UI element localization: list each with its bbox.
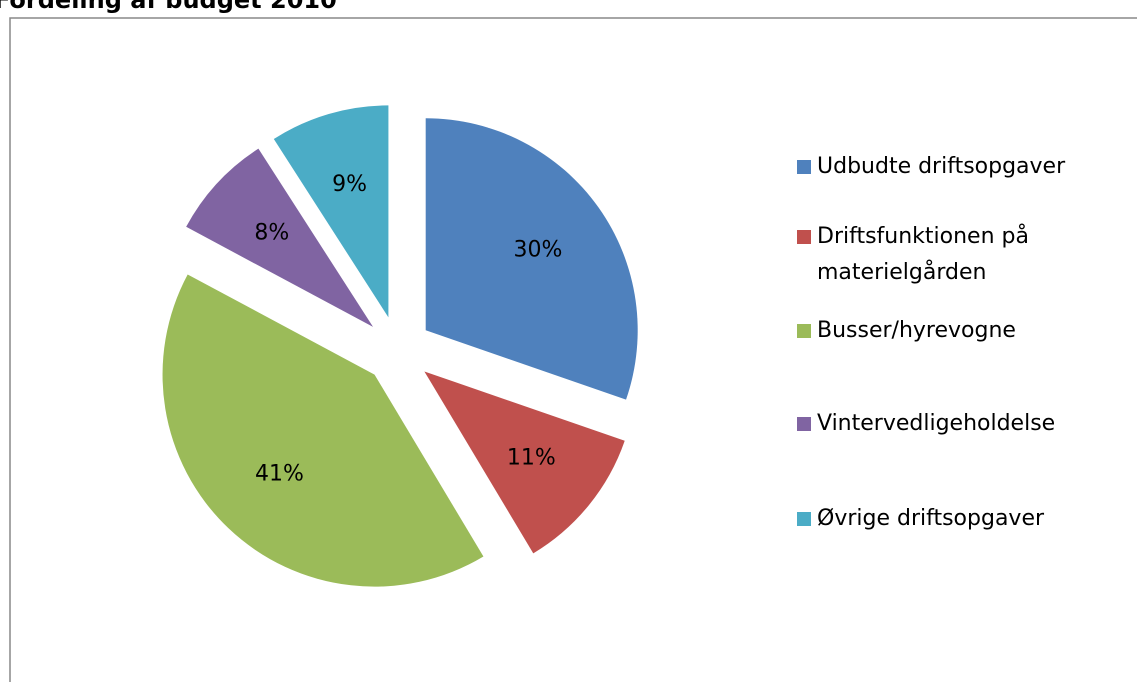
data-label: 11%	[507, 445, 556, 470]
pie-slice	[186, 148, 374, 327]
data-label: 9%	[332, 172, 367, 197]
legend-item: Vintervedligeholdelse	[797, 406, 1117, 442]
legend-item: Driftsfunktionen på materielgården	[797, 219, 1117, 291]
legend-label: Udbudte driftsopgaver	[817, 154, 1066, 179]
legend-swatch	[797, 230, 811, 244]
data-label: 8%	[254, 220, 289, 245]
pie-slice	[425, 118, 638, 400]
legend-swatch	[797, 324, 811, 338]
data-label: 30%	[513, 237, 562, 262]
legend-item: Udbudte driftsopgaver	[797, 149, 1117, 185]
pie-slice	[424, 371, 625, 554]
legend-label: Driftsfunktionen på materielgården	[817, 224, 1029, 285]
legend-swatch	[797, 512, 811, 526]
chart-title: Fordeling af budget 2010	[0, 0, 337, 14]
legend-label: Vintervedligeholdelse	[817, 411, 1056, 436]
legend-swatch	[797, 417, 811, 431]
legend-item: Øvrige driftsopgaver	[797, 501, 1117, 537]
legend-swatch	[797, 160, 811, 174]
chart-frame	[9, 17, 1137, 682]
pie-slice	[273, 105, 389, 318]
legend-label: Øvrige driftsopgaver	[817, 506, 1045, 531]
legend-label: Busser/hyrevogne	[817, 318, 1016, 343]
pie-slice	[162, 274, 484, 587]
data-label: 41%	[255, 461, 304, 486]
legend-item: Busser/hyrevogne	[797, 313, 1117, 349]
